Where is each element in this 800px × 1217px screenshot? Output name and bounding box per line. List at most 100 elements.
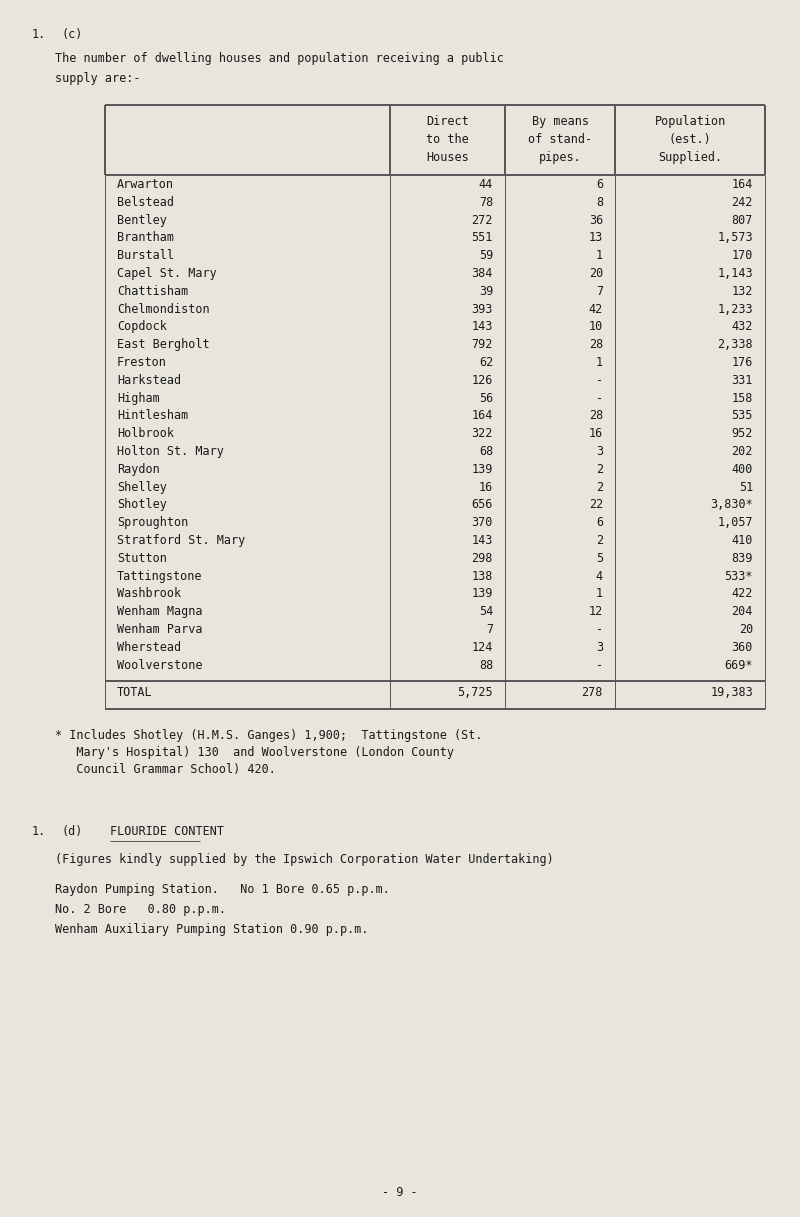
Text: - 9 -: - 9 -: [382, 1187, 418, 1199]
Text: 22: 22: [589, 499, 603, 511]
Text: 56: 56: [478, 392, 493, 404]
Text: (est.): (est.): [669, 133, 711, 146]
Text: 322: 322: [472, 427, 493, 441]
Text: 204: 204: [732, 605, 753, 618]
Text: Stutton: Stutton: [117, 551, 167, 565]
Text: 3: 3: [596, 641, 603, 654]
Text: 1.: 1.: [32, 28, 46, 41]
Text: 42: 42: [589, 303, 603, 315]
Text: Chelmondiston: Chelmondiston: [117, 303, 210, 315]
Text: East Bergholt: East Bergholt: [117, 338, 210, 352]
Text: 7: 7: [486, 623, 493, 636]
Text: Houses: Houses: [426, 151, 469, 164]
Text: 10: 10: [589, 320, 603, 333]
Text: 16: 16: [478, 481, 493, 494]
Text: Supplied.: Supplied.: [658, 151, 722, 164]
Text: 1,057: 1,057: [718, 516, 753, 529]
Text: Tattingstone: Tattingstone: [117, 570, 202, 583]
Text: 13: 13: [589, 231, 603, 245]
Text: 8: 8: [596, 196, 603, 209]
Text: pipes.: pipes.: [538, 151, 582, 164]
Text: No. 2 Bore   0.80 p.p.m.: No. 2 Bore 0.80 p.p.m.: [55, 903, 226, 916]
Text: Freston: Freston: [117, 357, 167, 369]
Text: 138: 138: [472, 570, 493, 583]
Text: Shotley: Shotley: [117, 499, 167, 511]
Text: 669*: 669*: [725, 658, 753, 672]
Text: Holbrook: Holbrook: [117, 427, 174, 441]
Text: FLOURIDE CONTENT: FLOURIDE CONTENT: [110, 825, 224, 839]
Text: Higham: Higham: [117, 392, 160, 404]
Text: Council Grammar School) 420.: Council Grammar School) 420.: [55, 763, 276, 776]
Text: 331: 331: [732, 374, 753, 387]
Text: Bentley: Bentley: [117, 214, 167, 226]
Text: -: -: [596, 392, 603, 404]
Text: 278: 278: [582, 686, 603, 700]
Text: 1: 1: [596, 588, 603, 600]
Text: to the: to the: [426, 133, 469, 146]
Text: 656: 656: [472, 499, 493, 511]
Text: By means: By means: [531, 114, 589, 128]
Text: -: -: [596, 658, 603, 672]
Text: 242: 242: [732, 196, 753, 209]
Text: 3,830*: 3,830*: [710, 499, 753, 511]
Text: Mary's Hospital) 130  and Woolverstone (London County: Mary's Hospital) 130 and Woolverstone (L…: [55, 746, 454, 759]
Text: -: -: [596, 374, 603, 387]
Text: 88: 88: [478, 658, 493, 672]
Text: Copdock: Copdock: [117, 320, 167, 333]
Text: Raydon Pumping Station.   No 1 Bore 0.65 p.p.m.: Raydon Pumping Station. No 1 Bore 0.65 p…: [55, 884, 390, 897]
Text: 952: 952: [732, 427, 753, 441]
Text: 1: 1: [596, 249, 603, 262]
Text: 16: 16: [589, 427, 603, 441]
Text: 533*: 533*: [725, 570, 753, 583]
Text: 1,143: 1,143: [718, 267, 753, 280]
Text: Chattisham: Chattisham: [117, 285, 188, 298]
Text: 807: 807: [732, 214, 753, 226]
Text: 792: 792: [472, 338, 493, 352]
Text: 3: 3: [596, 445, 603, 458]
Text: Hintlesham: Hintlesham: [117, 409, 188, 422]
Text: Stratford St. Mary: Stratford St. Mary: [117, 534, 246, 546]
Text: 6: 6: [596, 178, 603, 191]
Text: Raydon: Raydon: [117, 462, 160, 476]
Text: 2: 2: [596, 534, 603, 546]
Text: 20: 20: [738, 623, 753, 636]
Text: Wenham Magna: Wenham Magna: [117, 605, 202, 618]
Text: 393: 393: [472, 303, 493, 315]
Text: (Figures kindly supplied by the Ipswich Corporation Water Undertaking): (Figures kindly supplied by the Ipswich …: [55, 853, 554, 867]
Text: 124: 124: [472, 641, 493, 654]
Text: 1.: 1.: [32, 825, 46, 839]
Text: 2,338: 2,338: [718, 338, 753, 352]
Text: 132: 132: [732, 285, 753, 298]
Text: 6: 6: [596, 516, 603, 529]
Text: 28: 28: [589, 338, 603, 352]
Text: 839: 839: [732, 551, 753, 565]
Text: 400: 400: [732, 462, 753, 476]
Text: 2: 2: [596, 462, 603, 476]
Text: 535: 535: [732, 409, 753, 422]
Text: 2: 2: [596, 481, 603, 494]
Text: 410: 410: [732, 534, 753, 546]
Text: 28: 28: [589, 409, 603, 422]
Text: 164: 164: [472, 409, 493, 422]
Text: 4: 4: [596, 570, 603, 583]
Text: Washbrook: Washbrook: [117, 588, 181, 600]
Text: Holton St. Mary: Holton St. Mary: [117, 445, 224, 458]
Text: Capel St. Mary: Capel St. Mary: [117, 267, 217, 280]
Text: of stand-: of stand-: [528, 133, 592, 146]
Text: 202: 202: [732, 445, 753, 458]
Text: 20: 20: [589, 267, 603, 280]
Text: 370: 370: [472, 516, 493, 529]
Text: 551: 551: [472, 231, 493, 245]
Text: 384: 384: [472, 267, 493, 280]
Text: Wenham Parva: Wenham Parva: [117, 623, 202, 636]
Text: Burstall: Burstall: [117, 249, 174, 262]
Text: 158: 158: [732, 392, 753, 404]
Text: Brantham: Brantham: [117, 231, 174, 245]
Text: 59: 59: [478, 249, 493, 262]
Text: 164: 164: [732, 178, 753, 191]
Text: supply are:-: supply are:-: [55, 72, 141, 85]
Text: Shelley: Shelley: [117, 481, 167, 494]
Text: 170: 170: [732, 249, 753, 262]
Text: 54: 54: [478, 605, 493, 618]
Text: 5,725: 5,725: [458, 686, 493, 700]
